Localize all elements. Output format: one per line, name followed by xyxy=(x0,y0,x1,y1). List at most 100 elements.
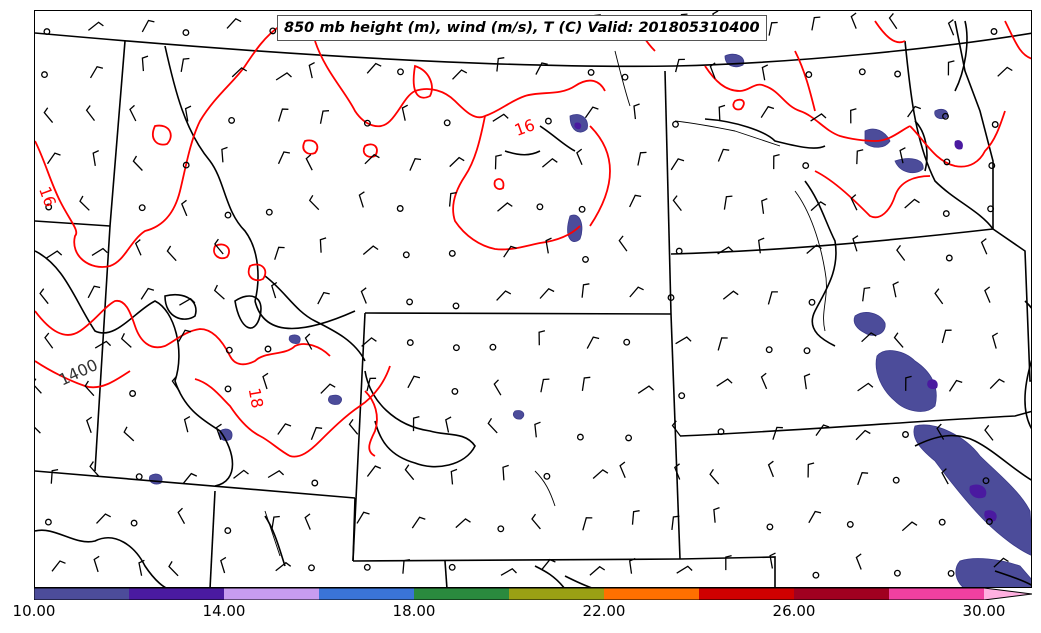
calm-wind-marker xyxy=(947,569,955,577)
temperature-contours xyxy=(35,20,1031,458)
wind-barb xyxy=(815,424,830,436)
wind-barb xyxy=(184,105,192,122)
wind-barb xyxy=(716,378,733,387)
wind-barb xyxy=(449,156,465,168)
wind-barb xyxy=(87,285,101,299)
calm-wind-marker xyxy=(678,392,686,400)
wind-barb xyxy=(35,378,42,394)
wind-barb xyxy=(215,423,222,441)
wind-barb xyxy=(629,286,644,298)
wind-barb xyxy=(364,153,380,165)
wind-barb xyxy=(402,559,411,574)
calm-wind-marker xyxy=(41,71,48,79)
colorbar xyxy=(34,588,1032,600)
wind-barb xyxy=(936,423,945,440)
calm-wind-marker xyxy=(942,112,949,120)
map-title: 850 mb height (m), wind (m/s), T (C) Val… xyxy=(277,15,767,41)
wind-barb xyxy=(709,62,716,79)
wind-barb xyxy=(671,515,680,530)
wind-barb xyxy=(535,62,548,75)
wind-barb xyxy=(767,460,775,478)
wind-barb xyxy=(86,416,93,434)
calm-wind-marker xyxy=(406,298,414,306)
wind-barb xyxy=(761,64,769,81)
wind-barb xyxy=(503,245,517,258)
colorbar-tick-label: 14.00 xyxy=(202,602,246,620)
wind-barb xyxy=(500,567,517,576)
wind-barb xyxy=(538,330,546,346)
wind-barb xyxy=(94,340,112,349)
colorbar-outline xyxy=(34,588,1032,600)
calm-wind-marker xyxy=(224,527,232,535)
wind-barb xyxy=(445,416,452,433)
calm-wind-marker xyxy=(858,68,866,76)
wind-barb xyxy=(85,105,96,121)
wind-barb xyxy=(709,468,720,485)
wind-barb xyxy=(96,513,112,524)
wind-barb xyxy=(493,379,502,396)
calm-wind-marker xyxy=(894,70,902,78)
wind-barb xyxy=(214,238,224,255)
wind-barb xyxy=(760,105,775,118)
wind-barb xyxy=(166,245,177,262)
calm-wind-marker xyxy=(135,473,143,481)
calm-wind-marker xyxy=(544,117,552,125)
wind-barb xyxy=(637,385,654,394)
wind-barb xyxy=(277,108,289,122)
wind-barb xyxy=(358,191,365,208)
wind-barb xyxy=(993,557,1009,568)
calm-wind-marker xyxy=(987,205,995,213)
wind-barb xyxy=(861,332,877,343)
calm-wind-marker xyxy=(765,346,773,354)
wind-barb xyxy=(723,195,733,210)
wind-barb xyxy=(637,151,647,166)
wind-barb xyxy=(576,148,583,166)
colorbar-tick-label: 10.00 xyxy=(12,602,56,620)
calm-wind-marker xyxy=(985,518,993,526)
wind-barb xyxy=(857,382,874,392)
wind-barb xyxy=(855,553,862,570)
wind-barb xyxy=(901,521,918,532)
wind-barb xyxy=(984,286,991,303)
calm-wind-marker xyxy=(942,210,950,218)
calm-wind-marker xyxy=(452,302,460,310)
wind-barb xyxy=(850,108,857,124)
wind-barb xyxy=(852,235,859,252)
wind-barb xyxy=(213,284,225,300)
colorbar-tick-label: 18.00 xyxy=(392,602,436,620)
wind-barb xyxy=(633,103,640,120)
wind-barb xyxy=(980,238,988,255)
wind-barb xyxy=(138,559,145,576)
wind-barb xyxy=(855,429,871,441)
wind-barb xyxy=(674,58,685,73)
colorbar-segment xyxy=(319,588,414,600)
wind-barb xyxy=(140,287,155,300)
calm-wind-marker xyxy=(812,571,820,579)
wind-barb xyxy=(947,60,955,76)
wind-barb xyxy=(171,376,181,393)
wind-barb xyxy=(893,332,904,348)
wind-barb xyxy=(676,565,693,574)
calm-wind-marker xyxy=(396,205,404,212)
wind-barb xyxy=(947,19,955,36)
wind-barb xyxy=(123,426,135,442)
calm-wind-marker xyxy=(892,476,900,484)
calm-wind-marker xyxy=(578,205,586,213)
wind-barb xyxy=(183,416,191,433)
wind-barb xyxy=(907,105,922,118)
wind-barb xyxy=(905,375,912,391)
wind-barb xyxy=(221,146,228,163)
temperature-contour-label: 18 xyxy=(245,386,267,409)
colorbar-segment xyxy=(509,588,604,600)
wind-barb xyxy=(181,199,188,217)
wind-barb xyxy=(129,104,137,122)
calm-wind-marker xyxy=(766,523,774,531)
water-features xyxy=(264,50,827,557)
wind-barb xyxy=(35,426,41,434)
calm-wind-marker xyxy=(138,204,146,212)
wind-barb xyxy=(182,472,198,485)
wind-barb xyxy=(305,154,313,171)
calm-wind-marker xyxy=(667,294,675,302)
wind-barb xyxy=(308,62,315,79)
wind-barb xyxy=(492,113,509,122)
